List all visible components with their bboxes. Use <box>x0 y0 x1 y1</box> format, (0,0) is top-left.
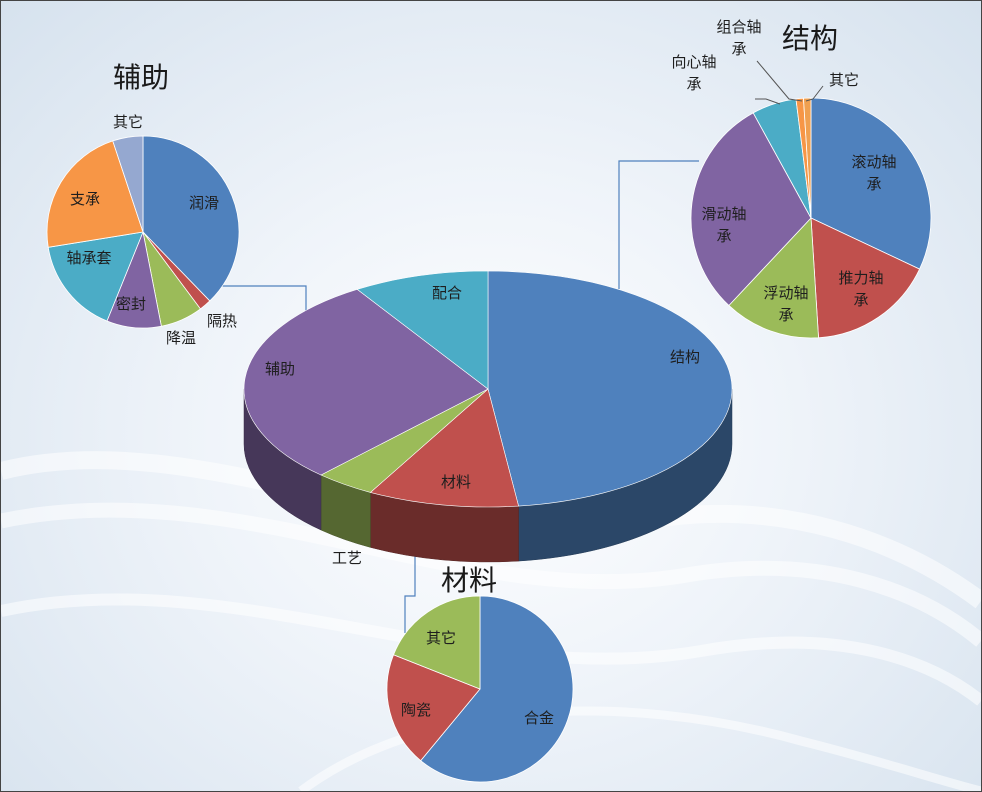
main-pie-slice-0 <box>487 270 733 507</box>
pie-2-label-4: 向心轴承 <box>671 53 716 93</box>
pie-3-slice-0 <box>420 595 574 783</box>
pie-1-label-1: 隔热 <box>207 312 237 330</box>
pie-3-slice-2 <box>393 595 481 690</box>
pie-1-slice-6 <box>112 135 144 233</box>
pie-1-label-6: 其它 <box>113 113 143 131</box>
leader-line <box>805 85 824 102</box>
main-pie-label-4: 配合 <box>432 284 462 302</box>
pie-2-label-5: 组合轴承 <box>716 18 761 58</box>
pie-1-label-4: 轴承套 <box>66 249 111 267</box>
main-pie-label-3: 辅助 <box>265 360 295 378</box>
connector-line <box>404 549 416 633</box>
pie-2-label-0: 滚动轴承 <box>851 153 896 193</box>
main-pie-slice-4 <box>356 270 489 390</box>
pie-1-label-5: 支承 <box>70 190 100 208</box>
main-pie-label-1: 材料 <box>441 473 471 491</box>
pie-1-title: 辅助 <box>113 61 169 94</box>
pie-2-slice-1 <box>810 217 921 339</box>
pie-2-slice-3 <box>690 112 812 307</box>
pie-1-slice-0 <box>142 135 240 302</box>
main-pie-slice-1 <box>369 388 519 508</box>
pie-2-slice-0 <box>810 97 932 270</box>
pie-2-label-3: 滑动轴承 <box>701 205 746 245</box>
pie-1-slice-4 <box>47 231 144 322</box>
pie-3-slice-1 <box>386 654 481 762</box>
pie-3-label-1: 陶瓷 <box>401 701 431 719</box>
pie-2-slice-2 <box>728 217 819 339</box>
pie-1-label-2: 降温 <box>166 329 196 347</box>
main-pie-slice-3 <box>243 289 489 476</box>
pie-2-slice-6 <box>803 97 812 219</box>
pie-1-label-3: 密封 <box>116 295 146 313</box>
pie-3-title: 材料 <box>441 564 497 597</box>
pie-2-label-2: 浮动轴承 <box>763 284 808 324</box>
pie-1-label-0: 润滑 <box>189 194 219 212</box>
leader-line <box>756 60 803 102</box>
leader-line <box>755 98 781 105</box>
connector-line <box>618 160 699 289</box>
pie-2-title: 结构 <box>782 22 838 55</box>
pie-3-label-2: 其它 <box>426 629 456 647</box>
main-pie-label-2: 工艺 <box>332 549 362 567</box>
pie-2-label-6: 其它 <box>829 71 859 89</box>
pie-2-label-1: 推力轴承 <box>838 269 883 309</box>
pie-1-slice-5 <box>46 140 144 248</box>
pie-3-label-0: 合金 <box>524 709 554 727</box>
main-pie-label-0: 结构 <box>670 348 700 366</box>
